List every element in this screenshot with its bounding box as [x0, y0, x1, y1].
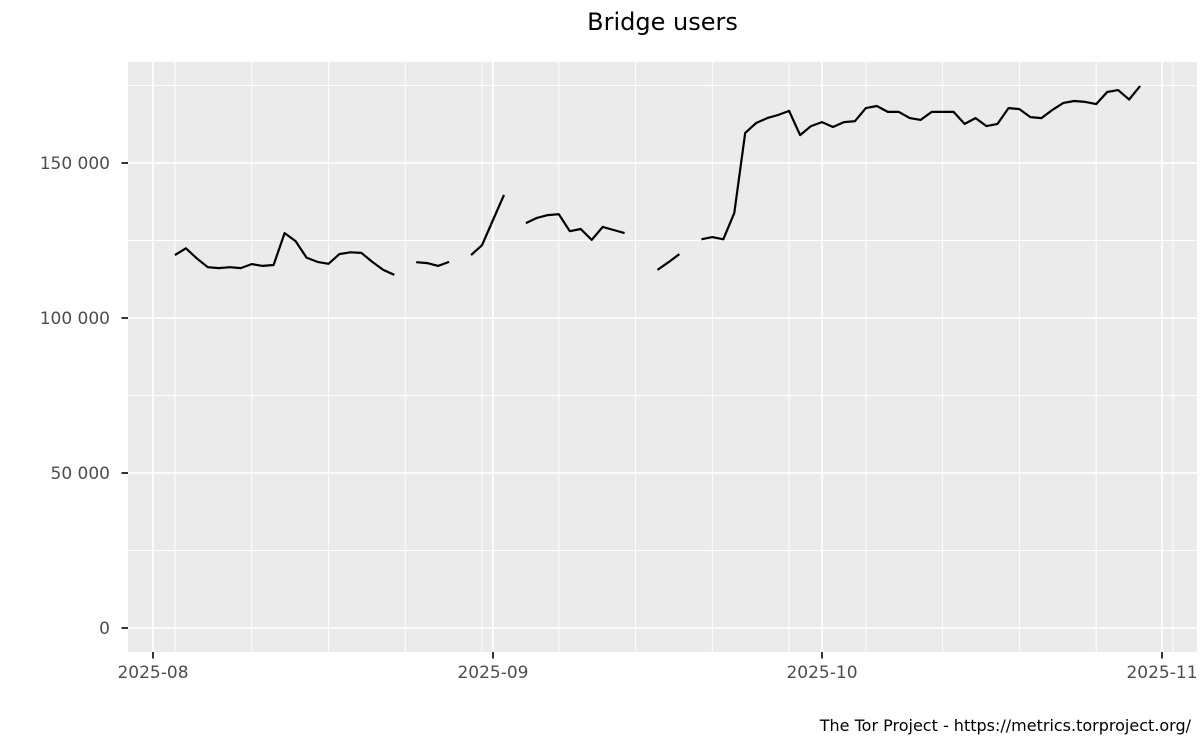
plot-panel: [128, 62, 1197, 652]
attribution-footer: The Tor Project - https://metrics.torpro…: [819, 716, 1191, 735]
y-tick-label: 150 000: [40, 154, 110, 174]
x-tick-label: 2025-08: [117, 663, 188, 683]
x-tick-label: 2025-11: [1126, 663, 1197, 683]
x-tick-label: 2025-09: [457, 663, 528, 683]
y-tick-label: 100 000: [40, 309, 110, 329]
y-tick-label: 50 000: [51, 464, 110, 484]
y-tick-label: 0: [99, 619, 110, 639]
bridge-users-line: [174, 85, 1141, 276]
x-tick-label: 2025-10: [786, 663, 857, 683]
chart-title: Bridge users: [587, 8, 738, 36]
